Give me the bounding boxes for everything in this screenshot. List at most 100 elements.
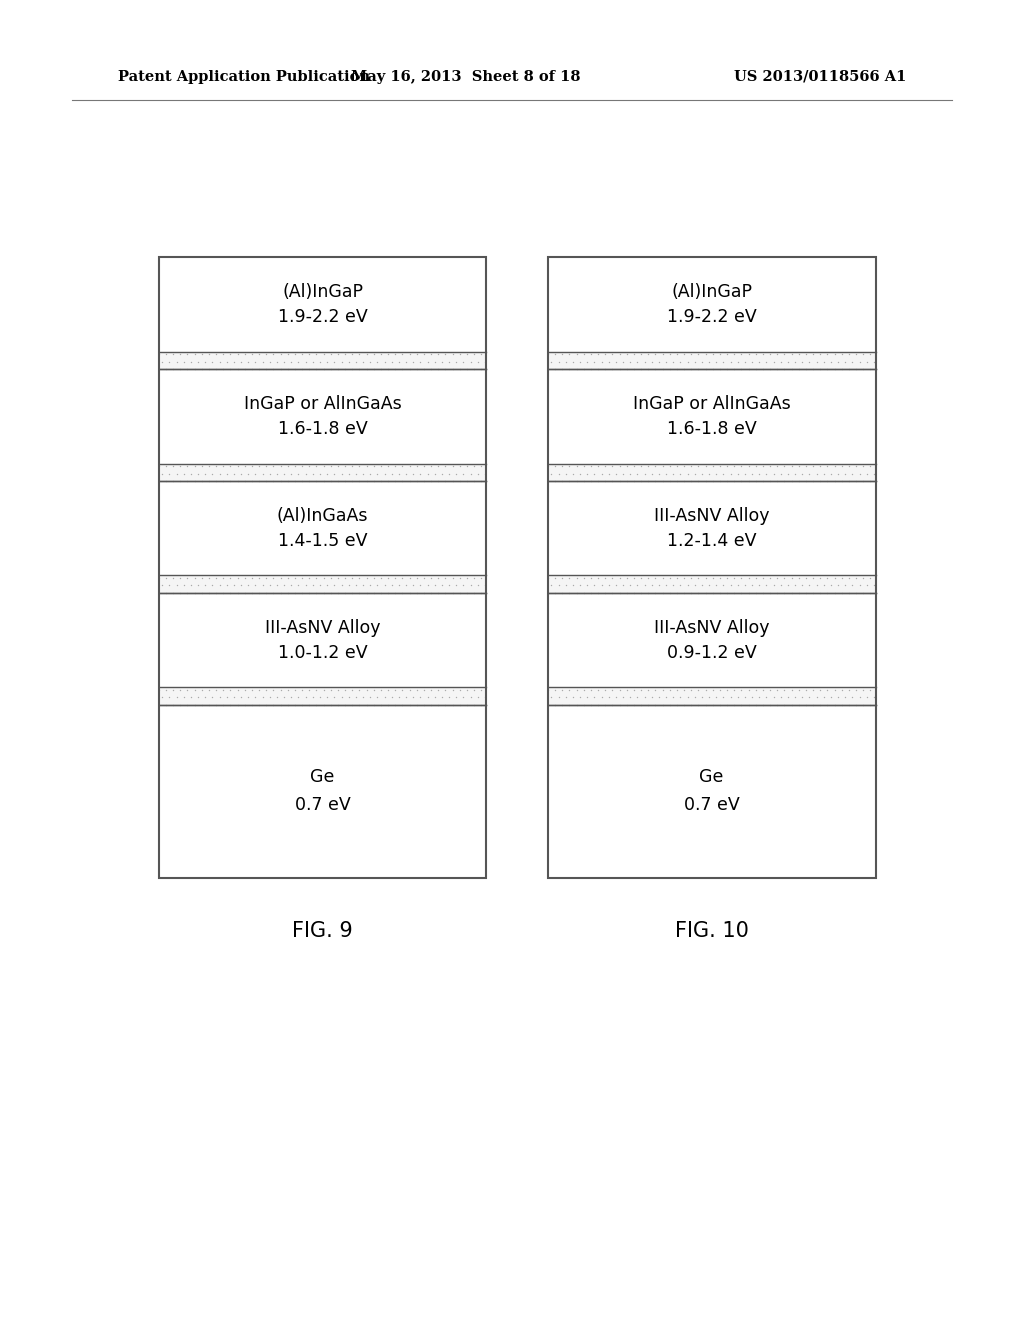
Point	[540, 359, 556, 380]
Point	[643, 463, 659, 484]
Point	[391, 463, 408, 484]
Point	[614, 574, 631, 595]
Point	[622, 686, 639, 708]
Point	[232, 686, 250, 708]
Point	[172, 694, 188, 715]
Point	[280, 343, 296, 364]
Point	[362, 463, 379, 484]
Point	[215, 568, 231, 589]
Point	[358, 470, 375, 491]
Point	[611, 359, 628, 380]
Point	[855, 343, 871, 364]
Point	[554, 694, 570, 715]
Point	[344, 582, 360, 603]
Point	[383, 574, 399, 595]
Point	[337, 359, 353, 380]
Text: (Al)InGaP: (Al)InGaP	[282, 284, 364, 301]
Point	[611, 680, 628, 701]
Point	[758, 351, 774, 372]
Point	[611, 455, 628, 477]
Point	[330, 680, 346, 701]
Point	[640, 455, 656, 477]
Point	[855, 694, 871, 715]
Point	[826, 470, 843, 491]
Point	[565, 463, 582, 484]
Point	[755, 680, 771, 701]
Point	[151, 343, 167, 364]
Point	[669, 680, 685, 701]
Point	[251, 694, 267, 715]
Point	[776, 582, 793, 603]
Point	[786, 574, 803, 595]
Point	[834, 343, 850, 364]
Point	[600, 686, 616, 708]
Point	[812, 470, 828, 491]
Point	[208, 359, 224, 380]
Point	[848, 455, 864, 477]
Point	[618, 680, 635, 701]
Point	[179, 470, 196, 491]
Point	[551, 463, 567, 484]
Point	[283, 463, 300, 484]
Point	[394, 568, 411, 589]
Point	[614, 351, 631, 372]
Point	[366, 694, 382, 715]
Point	[751, 463, 768, 484]
Point	[748, 343, 764, 364]
Point	[795, 351, 811, 372]
Point	[283, 351, 300, 372]
Point	[723, 686, 739, 708]
Point	[211, 686, 227, 708]
Point	[165, 568, 181, 589]
Bar	[548, 463, 876, 480]
Point	[776, 455, 793, 477]
Point	[786, 463, 803, 484]
Text: Patent Application Publication: Patent Application Publication	[118, 70, 370, 83]
Point	[301, 680, 317, 701]
Point	[308, 455, 325, 477]
Point	[805, 359, 821, 380]
Point	[409, 680, 425, 701]
Point	[705, 694, 721, 715]
Point	[647, 470, 664, 491]
Point	[547, 470, 563, 491]
Point	[629, 574, 645, 595]
Point	[795, 574, 811, 595]
Point	[351, 343, 368, 364]
Point	[268, 463, 285, 484]
Text: III-AsNV Alloy: III-AsNV Alloy	[654, 507, 769, 525]
Point	[326, 351, 342, 372]
Point	[580, 686, 596, 708]
Point	[222, 455, 239, 477]
Point	[394, 582, 411, 603]
Point	[647, 568, 664, 589]
Point	[158, 582, 174, 603]
Point	[743, 463, 760, 484]
Text: US 2013/0118566 A1: US 2013/0118566 A1	[734, 70, 906, 83]
Point	[805, 582, 821, 603]
Point	[366, 343, 382, 364]
Text: 1.6-1.8 eV: 1.6-1.8 eV	[278, 420, 368, 438]
Point	[709, 463, 725, 484]
Point	[291, 686, 307, 708]
Point	[554, 568, 570, 589]
Point	[772, 351, 788, 372]
Point	[406, 686, 422, 708]
Point	[640, 694, 656, 715]
Point	[697, 359, 714, 380]
Point	[301, 582, 317, 603]
Point	[366, 582, 382, 603]
Point	[608, 463, 625, 484]
Point	[838, 351, 854, 372]
Point	[618, 470, 635, 491]
Point	[172, 343, 188, 364]
Point	[705, 582, 721, 603]
Point	[669, 568, 685, 589]
Point	[855, 359, 871, 380]
Point	[776, 470, 793, 491]
Point	[780, 686, 797, 708]
Point	[748, 694, 764, 715]
Point	[798, 568, 814, 589]
Point	[406, 574, 422, 595]
Point	[608, 574, 625, 595]
